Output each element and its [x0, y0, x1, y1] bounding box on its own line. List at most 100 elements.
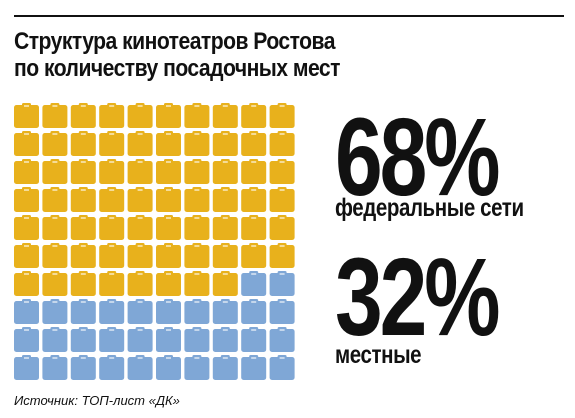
waffle-cell-federal: [156, 187, 181, 212]
waffle-cell-local: [70, 327, 96, 352]
waffle-cell-federal: [269, 187, 295, 212]
waffle-cell-federal: [14, 215, 39, 240]
waffle-cell-federal: [99, 103, 125, 128]
waffle-cell-federal: [212, 103, 238, 128]
waffle-cell-local: [70, 355, 96, 380]
waffle-cell-local: [241, 299, 267, 324]
waffle-cell-federal: [212, 187, 238, 212]
chart-title-line-2: по количеству посадочных мест: [14, 55, 340, 82]
waffle-cell-local: [127, 299, 153, 324]
waffle-cell-federal: [241, 243, 267, 268]
waffle-cell-local: [156, 355, 181, 380]
waffle-cell-local: [99, 299, 125, 324]
waffle-cell-federal: [269, 215, 295, 240]
waffle-cell-federal: [241, 187, 267, 212]
waffle-cell-local: [99, 355, 125, 380]
waffle-cell-federal: [184, 271, 210, 296]
waffle-cell-local: [212, 327, 238, 352]
waffle-cell-federal: [184, 103, 210, 128]
waffle-cell-federal: [42, 243, 68, 268]
waffle-cell-federal: [269, 103, 295, 128]
waffle-cell-federal: [156, 131, 181, 156]
waffle-cell-federal: [42, 103, 68, 128]
waffle-cell-federal: [99, 131, 125, 156]
waffle-cell-federal: [70, 131, 96, 156]
waffle-cell-federal: [70, 243, 96, 268]
waffle-cell-local: [127, 355, 153, 380]
chart-title: Структура кинотеатров Ростова по количес…: [14, 28, 489, 82]
waffle-cell-federal: [14, 187, 39, 212]
waffle-cell-local: [156, 299, 181, 324]
waffle-cell-local: [127, 327, 153, 352]
waffle-cell-local: [99, 327, 125, 352]
waffle-cell-local: [14, 299, 39, 324]
waffle-cell-federal: [14, 131, 39, 156]
waffle-cell-local: [241, 271, 267, 296]
waffle-cell-federal: [184, 131, 210, 156]
waffle-cell-federal: [184, 187, 210, 212]
waffle-cell-local: [42, 327, 68, 352]
waffle-cell-federal: [241, 131, 267, 156]
waffle-cell-local: [212, 355, 238, 380]
waffle-cell-local: [70, 299, 96, 324]
federal-percent: 68%: [335, 96, 500, 219]
waffle-cell-federal: [99, 187, 125, 212]
waffle-cell-federal: [184, 215, 210, 240]
waffle-cell-federal: [156, 215, 181, 240]
chart-title-line-1: Структура кинотеатров Ростова: [14, 28, 335, 55]
waffle-cell-federal: [156, 159, 181, 184]
waffle-cell-federal: [42, 131, 68, 156]
waffle-cell-federal: [241, 103, 267, 128]
waffle-cell-federal: [212, 243, 238, 268]
waffle-cell-local: [184, 327, 210, 352]
top-rule: [14, 15, 564, 17]
waffle-cell-local: [14, 327, 39, 352]
waffle-cell-federal: [99, 159, 125, 184]
waffle-cell-federal: [14, 243, 39, 268]
waffle-cell-federal: [99, 215, 125, 240]
waffle-cell-local: [269, 327, 295, 352]
waffle-cell-federal: [156, 103, 181, 128]
waffle-cell-local: [212, 299, 238, 324]
waffle-cell-federal: [156, 243, 181, 268]
federal-label: федеральные сети: [335, 194, 524, 222]
waffle-cell-local: [269, 299, 295, 324]
waffle-chart: [14, 103, 295, 380]
waffle-cell-local: [241, 355, 267, 380]
waffle-cell-federal: [42, 159, 68, 184]
waffle-cell-federal: [14, 159, 39, 184]
waffle-cell-local: [241, 327, 267, 352]
waffle-cell-federal: [14, 103, 39, 128]
waffle-cell-federal: [99, 243, 125, 268]
waffle-cell-federal: [127, 159, 153, 184]
waffle-cell-federal: [42, 187, 68, 212]
waffle-cell-federal: [212, 215, 238, 240]
waffle-cell-local: [42, 299, 68, 324]
waffle-cell-federal: [14, 271, 39, 296]
waffle-cell-federal: [127, 131, 153, 156]
waffle-cell-local: [269, 355, 295, 380]
waffle-cell-federal: [127, 103, 153, 128]
waffle-cell-federal: [269, 131, 295, 156]
waffle-cell-federal: [127, 215, 153, 240]
waffle-cell-local: [14, 355, 39, 380]
waffle-cell-federal: [70, 271, 96, 296]
local-label: местные: [335, 341, 422, 369]
waffle-cell-federal: [184, 159, 210, 184]
waffle-cell-federal: [70, 187, 96, 212]
waffle-cell-federal: [212, 159, 238, 184]
waffle-cell-federal: [241, 215, 267, 240]
waffle-cell-federal: [212, 131, 238, 156]
waffle-cell-federal: [42, 215, 68, 240]
waffle-cell-federal: [241, 159, 267, 184]
waffle-cell-local: [184, 355, 210, 380]
waffle-cell-local: [184, 299, 210, 324]
waffle-cell-federal: [184, 243, 210, 268]
waffle-cell-local: [42, 355, 68, 380]
waffle-cell-federal: [269, 243, 295, 268]
waffle-cell-federal: [127, 243, 153, 268]
waffle-cell-federal: [70, 103, 96, 128]
waffle-cell-federal: [70, 215, 96, 240]
waffle-cell-federal: [212, 271, 238, 296]
local-percent: 32%: [335, 236, 500, 359]
